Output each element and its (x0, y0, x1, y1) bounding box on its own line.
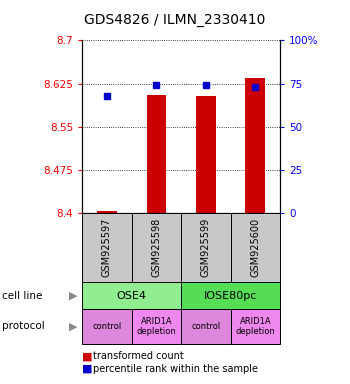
Text: IOSE80pc: IOSE80pc (204, 291, 257, 301)
Text: control: control (191, 322, 220, 331)
Text: GSM925597: GSM925597 (102, 218, 112, 277)
Text: GDS4826 / ILMN_2330410: GDS4826 / ILMN_2330410 (84, 13, 266, 27)
Bar (147, 95, 166, 213)
Text: transformed count: transformed count (93, 351, 183, 361)
Text: OSE4: OSE4 (117, 291, 147, 301)
Text: GSM925600: GSM925600 (250, 218, 260, 277)
Text: ■: ■ (82, 364, 93, 374)
Text: percentile rank within the sample: percentile rank within the sample (93, 364, 258, 374)
Text: cell line: cell line (2, 291, 42, 301)
Text: ARID1A
depletion: ARID1A depletion (236, 317, 275, 336)
Text: protocol: protocol (2, 321, 44, 331)
Bar (97, 211, 117, 213)
Text: ARID1A
depletion: ARID1A depletion (136, 317, 176, 336)
Text: GSM925599: GSM925599 (201, 218, 211, 277)
Text: GSM925598: GSM925598 (152, 218, 161, 277)
Bar (245, 78, 265, 213)
Bar (196, 96, 216, 213)
Text: ▶: ▶ (69, 291, 78, 301)
Text: control: control (92, 322, 121, 331)
Text: ▶: ▶ (69, 321, 78, 331)
Text: ■: ■ (82, 351, 93, 361)
